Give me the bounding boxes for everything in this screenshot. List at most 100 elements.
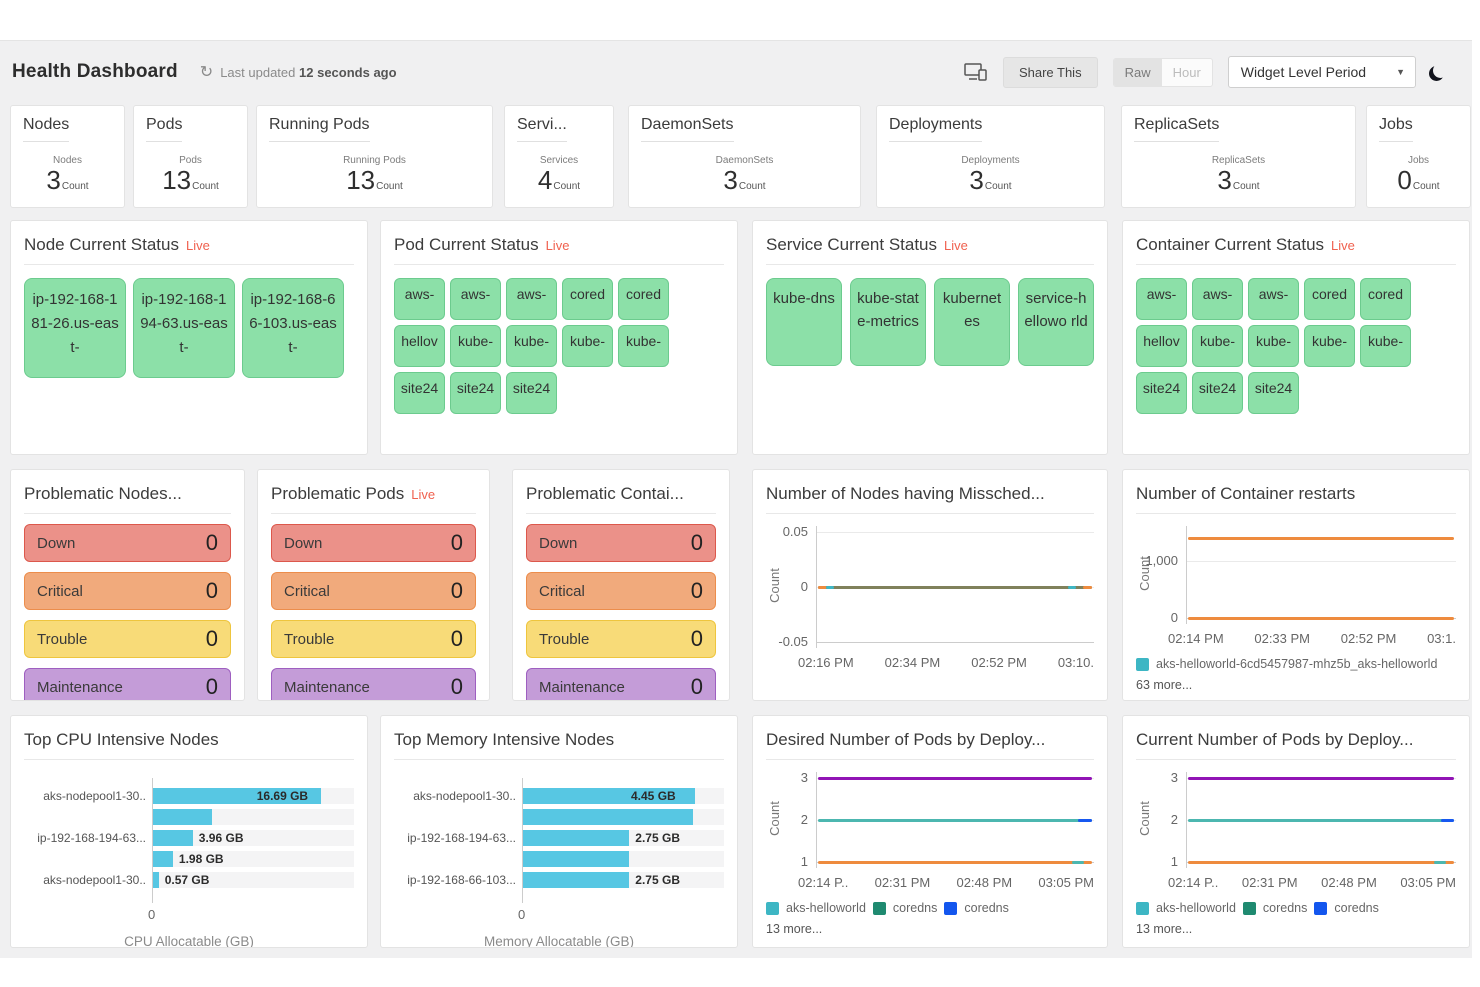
status-row-maintenance[interactable]: Maintenance 0	[526, 668, 716, 700]
refresh-icon[interactable]: ↻	[199, 64, 214, 81]
status-row-maintenance[interactable]: Maintenance 0	[271, 668, 476, 700]
bar-fill[interactable]	[153, 872, 159, 888]
bar-fill[interactable]	[523, 851, 630, 867]
bar-fill[interactable]	[153, 851, 173, 867]
devices-icon[interactable]	[964, 63, 988, 81]
legend-label[interactable]: aks-helloworld	[1156, 901, 1236, 915]
stat-card-pods[interactable]: Pods Pods 13Count	[133, 105, 248, 208]
bar-track	[523, 851, 724, 867]
status-chip[interactable]: kubernetes	[934, 278, 1010, 366]
bar-fill[interactable]	[153, 830, 193, 846]
bar-fill[interactable]	[523, 872, 630, 888]
status-row-down[interactable]: Down 0	[24, 524, 231, 562]
toggle-hour[interactable]: Hour	[1172, 64, 1201, 80]
status-chip[interactable]: aws-	[1192, 278, 1243, 320]
legend-label[interactable]: coredns	[1262, 901, 1308, 915]
status-chip[interactable]: kube-	[1192, 325, 1243, 367]
status-chip[interactable]: aws-	[1136, 278, 1187, 320]
status-chip[interactable]: site24	[450, 372, 501, 414]
status-chip[interactable]: site24	[506, 372, 557, 414]
legend-label[interactable]: aks-helloworld-6cd5457987-mhz5b_aks-hell…	[1156, 657, 1438, 671]
legend-swatch-icon[interactable]	[1314, 901, 1328, 915]
status-row-critical[interactable]: Critical 0	[271, 572, 476, 610]
status-row-trouble[interactable]: Trouble 0	[24, 620, 231, 658]
stat-card-value: 13Count	[269, 165, 480, 196]
status-row-maintenance[interactable]: Maintenance 0	[24, 668, 231, 700]
status-row-critical[interactable]: Critical 0	[24, 572, 231, 610]
legend-more-link[interactable]: 13 more...	[766, 922, 823, 936]
status-chip[interactable]: kube-	[1304, 325, 1355, 367]
panel-title-text: Number of Nodes having Missched...	[766, 484, 1045, 503]
status-chip[interactable]: kube-	[618, 325, 669, 367]
legend-more-link[interactable]: 63 more...	[1136, 678, 1193, 692]
status-chip[interactable]: service-hellowo rld	[1018, 278, 1094, 366]
status-chip[interactable]: site24	[1136, 372, 1187, 414]
bar-fill[interactable]	[523, 830, 630, 846]
status-chip[interactable]: cored	[1304, 278, 1355, 320]
status-row-trouble[interactable]: Trouble 0	[526, 620, 716, 658]
bar-track: 1.98 GB	[153, 851, 354, 867]
bar-fill[interactable]	[153, 809, 213, 825]
status-chip[interactable]: hellov	[1136, 325, 1187, 367]
series-line-deployment-1	[818, 861, 1092, 864]
status-chip[interactable]: site24	[394, 372, 445, 414]
bar-categories: aks-nodepool1-30.. ip-192-168-194-63... ak…	[24, 778, 152, 903]
legend-swatch-icon[interactable]	[766, 901, 779, 915]
status-chip[interactable]: kube-	[450, 325, 501, 367]
bar-fill[interactable]	[523, 809, 694, 825]
legend-swatch-icon[interactable]	[1136, 657, 1149, 671]
status-chip[interactable]: cored	[618, 278, 669, 320]
status-chip[interactable]: kube-	[562, 325, 613, 367]
status-chip[interactable]: ip-192-168-66-103.us-east-	[242, 278, 344, 378]
dark-mode-moon-icon[interactable]	[1433, 63, 1448, 78]
status-chip[interactable]: kube-	[1360, 325, 1411, 367]
legend-label[interactable]: coredns	[892, 901, 938, 915]
status-chip[interactable]: ip-192-168-181-26.us-east-	[24, 278, 126, 378]
status-chip[interactable]: aws-	[450, 278, 501, 320]
status-chip[interactable]: kube-	[1248, 325, 1299, 367]
status-chip[interactable]: kube-	[506, 325, 557, 367]
share-this-button[interactable]: Share This	[1002, 56, 1098, 88]
bar-fill[interactable]	[153, 788, 321, 804]
top-intensive-and-pods-row: Top CPU Intensive Nodes aks-nodepool1-30.…	[10, 715, 1472, 948]
status-chip[interactable]: ip-192-168-194-63.us-east-	[133, 278, 235, 378]
bar-category-label: aks-nodepool1-30..	[43, 789, 146, 803]
legend-swatch-icon[interactable]	[872, 901, 886, 915]
legend-label[interactable]: coredns	[1334, 901, 1379, 915]
legend-label[interactable]: coredns	[964, 901, 1009, 915]
toggle-raw[interactable]: Raw	[1113, 58, 1162, 86]
stat-card-deployments[interactable]: Deployments Deployments 3Count	[876, 105, 1105, 208]
stat-card-jobs[interactable]: Jobs Jobs 0Count	[1366, 105, 1471, 208]
stat-card-replicasets[interactable]: ReplicaSets ReplicaSets 3Count	[1121, 105, 1356, 208]
status-row-trouble[interactable]: Trouble 0	[271, 620, 476, 658]
status-chip[interactable]: aws-	[506, 278, 557, 320]
stat-card-servi[interactable]: Servi... Services 4Count	[504, 105, 614, 208]
x-tick-labels: 02:16 PM 02:34 PM 02:52 PM 03:10.	[798, 655, 1094, 670]
status-row-down[interactable]: Down 0	[526, 524, 716, 562]
status-row-value: 0	[450, 530, 463, 555]
status-chip[interactable]: cored	[562, 278, 613, 320]
status-chip[interactable]: kube-dns	[766, 278, 842, 366]
stat-card-nodes[interactable]: Nodes Nodes 3Count	[10, 105, 125, 208]
dashboard-header: Health Dashboard ↻ Last updated 12 secon…	[0, 41, 1472, 95]
legend-swatch-icon[interactable]	[1242, 901, 1256, 915]
legend-label[interactable]: aks-helloworld	[786, 901, 866, 915]
stat-card-running-pods[interactable]: Running Pods Running Pods 13Count	[256, 105, 493, 208]
status-chip[interactable]: hellov	[394, 325, 445, 367]
legend-more-link[interactable]: 13 more...	[1136, 922, 1193, 936]
stat-card-daemonsets[interactable]: DaemonSets DaemonSets 3Count	[628, 105, 861, 208]
legend-swatch-icon[interactable]	[944, 901, 958, 915]
bar-value-label: 4.45 GB	[631, 789, 676, 803]
status-chip[interactable]: aws-	[1248, 278, 1299, 320]
status-row-down[interactable]: Down 0	[271, 524, 476, 562]
status-chip[interactable]: site24	[1248, 372, 1299, 414]
series-line-nodes-misscheduled	[818, 586, 1092, 589]
status-row-critical[interactable]: Critical 0	[526, 572, 716, 610]
status-chip[interactable]: cored	[1360, 278, 1411, 320]
status-chip[interactable]: site24	[1192, 372, 1243, 414]
status-chip[interactable]: aws-	[394, 278, 445, 320]
legend-swatch-icon[interactable]	[1136, 901, 1149, 915]
widget-level-period-dropdown[interactable]: Widget Level Period ▼	[1227, 56, 1416, 88]
bar-fill[interactable]	[523, 788, 695, 804]
status-chip[interactable]: kube-state-metrics	[850, 278, 926, 366]
